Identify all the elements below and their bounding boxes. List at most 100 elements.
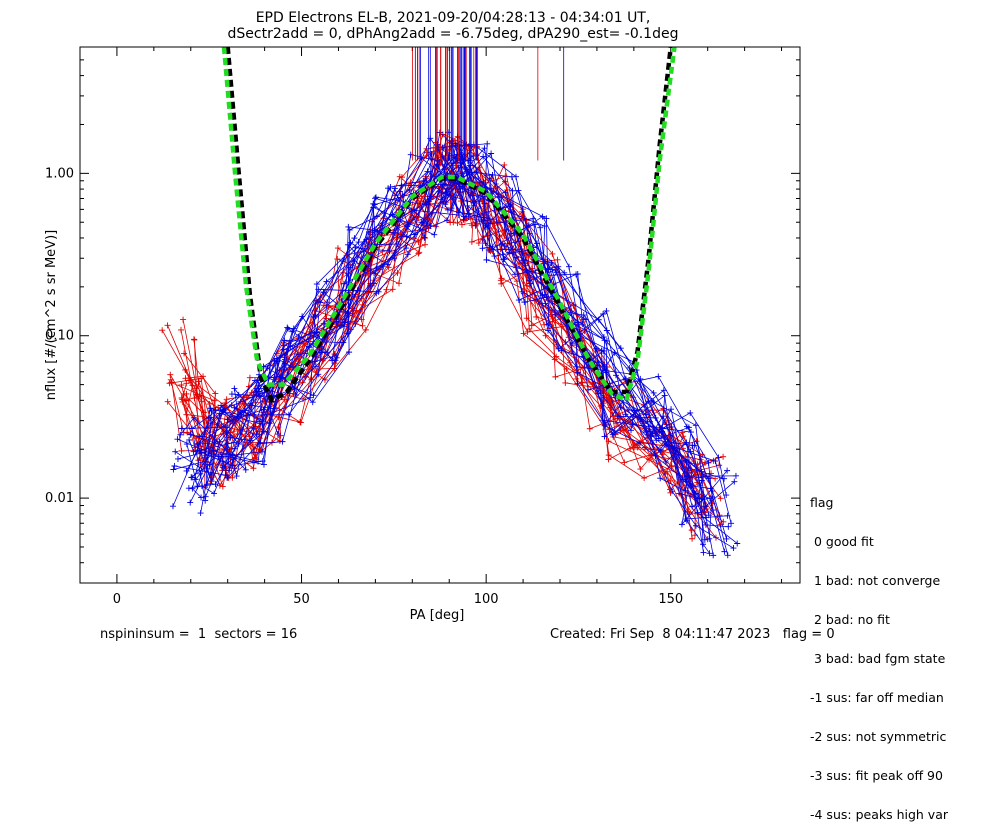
data-point xyxy=(428,150,435,157)
data-point xyxy=(574,270,581,277)
data-point xyxy=(702,503,709,510)
data-point xyxy=(187,431,194,438)
flag-legend-item: 0 good fit xyxy=(810,534,874,549)
data-point xyxy=(170,466,177,473)
data-point xyxy=(411,207,418,214)
data-point xyxy=(212,390,219,397)
series-line xyxy=(177,165,705,508)
data-point xyxy=(621,459,628,466)
data-point xyxy=(208,478,215,485)
data-point xyxy=(247,437,254,444)
data-point xyxy=(361,238,368,245)
data-point xyxy=(509,208,516,215)
data-point xyxy=(479,245,486,252)
data-point xyxy=(574,369,581,376)
data-point xyxy=(454,220,461,227)
data-point xyxy=(242,466,249,473)
data-point xyxy=(201,409,208,416)
data-point xyxy=(445,129,452,136)
data-point xyxy=(709,507,716,514)
data-point xyxy=(552,266,559,273)
data-point xyxy=(337,322,344,329)
flag-legend-item: -3 sus: fit peak off 90 xyxy=(810,768,943,783)
data-point xyxy=(501,242,508,249)
data-point xyxy=(689,442,696,449)
data-point xyxy=(219,483,226,490)
data-point xyxy=(195,378,202,385)
fit-curve xyxy=(221,46,677,404)
data-point xyxy=(484,202,491,209)
data-point xyxy=(174,436,181,443)
data-point xyxy=(621,426,628,433)
data-point xyxy=(185,377,192,384)
data-point xyxy=(198,494,205,501)
data-point xyxy=(507,201,514,208)
data-point xyxy=(702,521,709,528)
data-point xyxy=(227,434,234,441)
data-point xyxy=(629,421,636,428)
data-point xyxy=(297,419,304,426)
data-point xyxy=(700,474,707,481)
data-point xyxy=(601,433,608,440)
data-point xyxy=(203,481,210,488)
data-point xyxy=(276,437,283,444)
series-line xyxy=(177,182,725,492)
x-tick-label: 50 xyxy=(293,592,310,607)
flag-legend-item: -4 sus: peaks high var xyxy=(810,807,949,822)
data-point xyxy=(189,485,196,492)
data-point xyxy=(636,439,643,446)
data-point xyxy=(628,427,635,434)
data-point xyxy=(185,485,192,492)
chart-title-line1: EPD Electrons EL-B, 2021-09-20/04:28:13 … xyxy=(256,10,651,26)
data-point xyxy=(444,206,451,213)
data-point xyxy=(391,255,398,262)
data-point xyxy=(728,520,735,527)
data-point xyxy=(362,326,369,333)
data-point xyxy=(334,256,341,263)
data-point xyxy=(685,459,692,466)
data-point xyxy=(437,196,444,203)
data-point xyxy=(416,249,423,256)
data-point xyxy=(442,181,449,188)
data-point xyxy=(260,461,267,468)
flag-legend-title: flag xyxy=(810,495,834,510)
footer-right: Created: Fri Sep 8 04:11:47 2023 flag = … xyxy=(550,627,835,642)
data-point xyxy=(194,441,201,448)
data-point xyxy=(545,327,552,334)
data-point xyxy=(207,414,214,421)
data-point xyxy=(425,201,432,208)
data-point xyxy=(229,462,236,469)
data-point xyxy=(484,140,491,147)
data-point xyxy=(443,189,450,196)
data-point xyxy=(424,149,431,156)
data-point xyxy=(310,392,317,399)
data-point xyxy=(573,375,580,382)
y-tick-label: 0.01 xyxy=(45,491,74,506)
data-point xyxy=(242,407,249,414)
data-point xyxy=(458,221,465,228)
data-point xyxy=(519,288,526,295)
flag-legend: flag 0 good fit 1 bad: not converge 2 ba… xyxy=(810,470,948,834)
plot-frame xyxy=(79,46,801,584)
data-point xyxy=(569,340,576,347)
data-point xyxy=(473,169,480,176)
data-point xyxy=(334,245,341,252)
data-point xyxy=(233,473,240,480)
data-point xyxy=(679,429,686,436)
data-point xyxy=(615,413,622,420)
data-point xyxy=(544,258,551,265)
data-point xyxy=(706,550,713,557)
data-point xyxy=(202,497,209,504)
series-line xyxy=(191,144,706,540)
data-point xyxy=(724,512,731,519)
data-point xyxy=(626,364,633,371)
data-point xyxy=(299,396,306,403)
data-point xyxy=(389,286,396,293)
data-point xyxy=(207,405,214,412)
data-point xyxy=(582,316,589,323)
data-point xyxy=(715,454,722,461)
data-point xyxy=(493,228,500,235)
data-point xyxy=(641,475,648,482)
data-point xyxy=(521,299,528,306)
series-line xyxy=(197,200,729,556)
